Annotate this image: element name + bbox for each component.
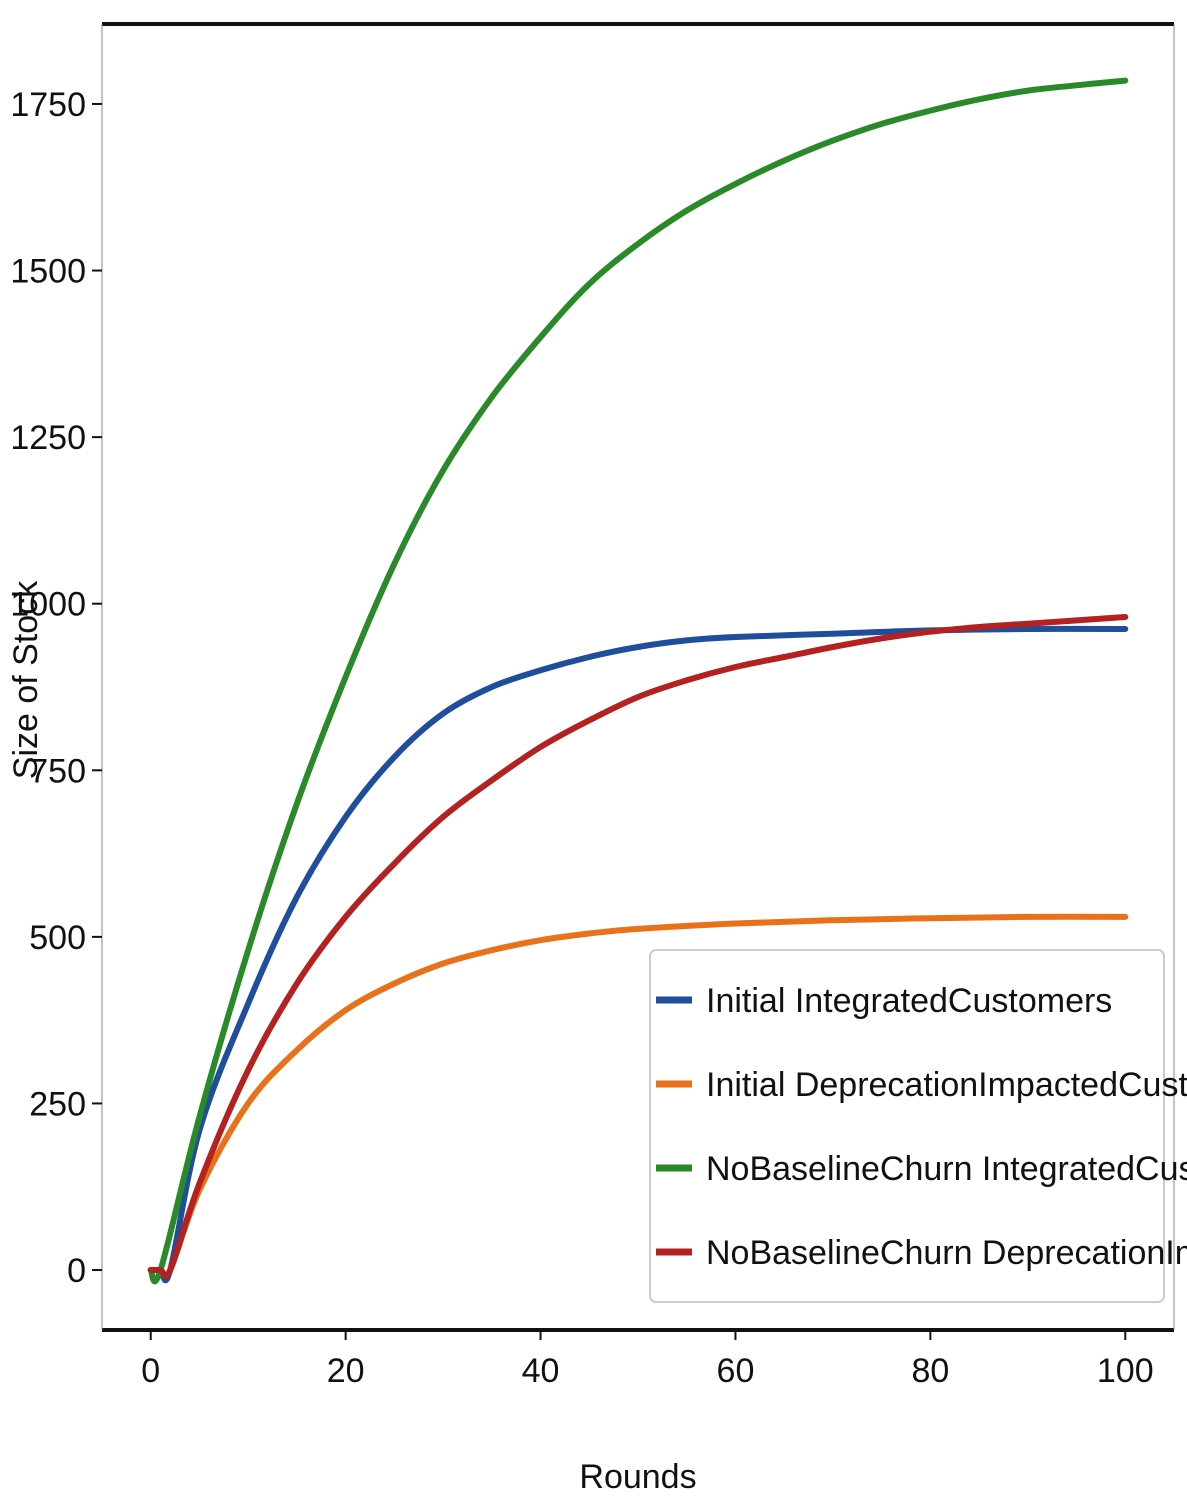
y-tick-label: 500: [29, 919, 86, 957]
legend-box: [649, 949, 1165, 1303]
legend: Initial IntegratedCustomers Initial Depre…: [649, 949, 1187, 1303]
x-tick-label: 0: [141, 1352, 160, 1390]
x-axis-label: Rounds: [579, 1458, 696, 1496]
series-lines: [147, 77, 1129, 1285]
legend-label: Initial IntegratedCustomers: [706, 982, 1112, 1020]
y-tick-label: 1500: [10, 253, 86, 291]
y-axis-ticks: 0 250 500 750 1000 1250 1500 1750: [10, 86, 102, 1290]
legend-label: Initial DeprecationImpactedCustomers: [706, 1066, 1187, 1104]
x-tick-label: 60: [717, 1352, 755, 1390]
x-tick-label: 100: [1097, 1352, 1154, 1390]
plot-frame: [101, 22, 1175, 1332]
y-tick-label: 0: [67, 1252, 86, 1290]
x-tick-label: 80: [911, 1352, 949, 1390]
y-tick-label: 250: [29, 1085, 86, 1123]
legend-label: NoBaselineChurn DeprecationImpactedCusto…: [706, 1234, 1187, 1272]
y-axis-label: Size of Stock: [7, 580, 45, 779]
series-line-initial-integratedcustomers: [147, 625, 1129, 1284]
series-line-nobaselinechurn-integratedcustomers: [147, 77, 1129, 1285]
y-tick-label: 1250: [10, 419, 86, 457]
x-tick-label: 20: [327, 1352, 365, 1390]
series-line-nobaselinechurn-deprecationimpactedcustomers: [147, 614, 1129, 1280]
y-tick-label: 1750: [10, 86, 86, 124]
x-axis-ticks: 0 20 40 60 80 100: [141, 1330, 1154, 1390]
y-tick-label: 750: [29, 752, 86, 790]
x-tick-label: 40: [522, 1352, 560, 1390]
legend-label: NoBaselineChurn IntegratedCustomers: [706, 1150, 1187, 1188]
y-tick-label: 1000: [10, 586, 86, 624]
